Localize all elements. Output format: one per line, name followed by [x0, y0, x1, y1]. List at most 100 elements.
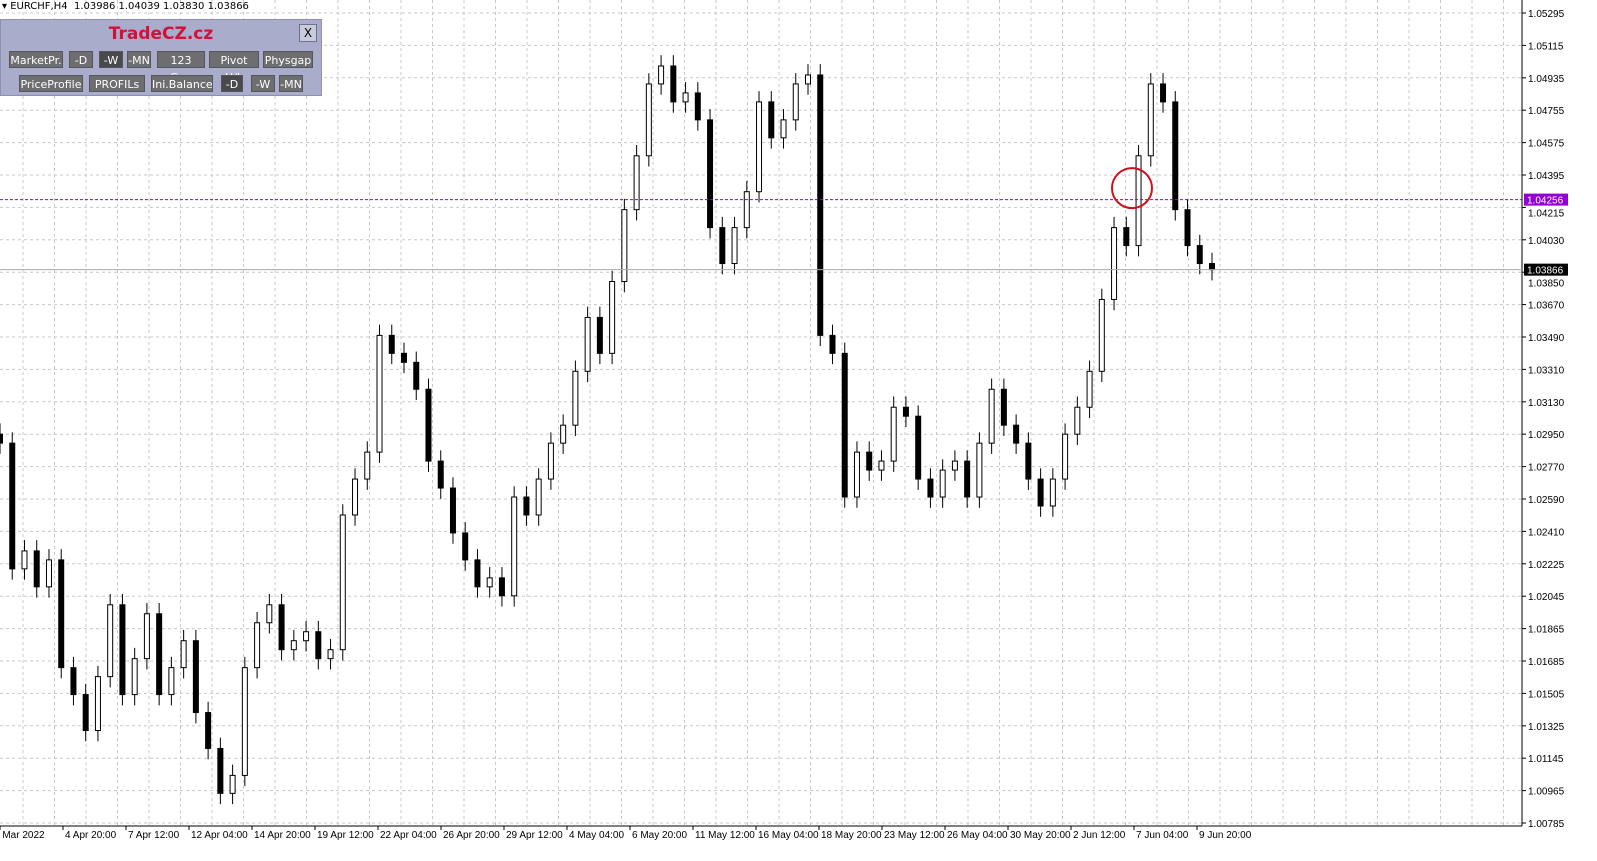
candle-bear: [1172, 101, 1179, 211]
y-tick-label: 1.00785: [1528, 819, 1565, 830]
candle-bull: [743, 191, 750, 229]
panel-button-row2-5[interactable]: -MN: [279, 75, 303, 92]
candle-bull: [939, 469, 946, 498]
candle-bear: [9, 442, 16, 570]
x-tick-label: 4 Apr 20:00: [65, 830, 117, 841]
annotation-circle: [1111, 167, 1153, 210]
candle-bear: [670, 65, 677, 103]
bid-price-tag: [1524, 263, 1568, 276]
x-tick-label: 1 Mar 2022: [0, 830, 45, 841]
candle-bull: [547, 442, 554, 480]
panel-title: TradeCZ.cz: [108, 24, 214, 44]
y-tick-label: 1.03850: [1528, 279, 1565, 290]
candle-bear: [829, 334, 836, 354]
candle-bear: [58, 559, 65, 669]
y-tick-label: 1.03130: [1528, 398, 1565, 409]
panel-button-row1-5[interactable]: Pivot H/L: [209, 51, 259, 84]
panel-button-row1-1[interactable]: -D: [69, 51, 93, 68]
y-tick-label: 1.00965: [1528, 787, 1565, 798]
y-tick-label: 1.04395: [1528, 171, 1565, 182]
panel-button-row1-3[interactable]: -MN: [127, 51, 151, 68]
symbol-label: EURCHF,H4: [10, 1, 68, 12]
panel-button-row1-2[interactable]: -W: [99, 51, 123, 68]
candle-bull: [756, 101, 763, 193]
y-tick-label: 1.04755: [1528, 106, 1565, 117]
candle-bull: [780, 119, 787, 139]
candle-bull: [633, 155, 640, 211]
candle-bear: [817, 74, 824, 336]
candle-bear: [1160, 83, 1167, 103]
x-tick-label: 4 May 04:00: [569, 830, 624, 841]
marker-price-label: 1.04256: [1527, 196, 1564, 207]
candle-bear: [119, 604, 126, 696]
panel-button-row2-3[interactable]: -D: [221, 75, 243, 92]
y-tick-label: 1.03670: [1528, 301, 1565, 312]
candle-bull: [1062, 433, 1069, 480]
x-tick-label: 12 Apr 04:00: [191, 830, 248, 841]
candle-bull: [364, 451, 371, 480]
x-tick-label: 18 May 20:00: [821, 830, 882, 841]
candle-bull: [805, 74, 811, 85]
panel-button-row2-0[interactable]: PriceProfile: [19, 75, 83, 92]
candle-bull: [94, 676, 101, 732]
candle-bear: [1037, 478, 1044, 507]
x-tick-label: 14 Apr 20:00: [254, 830, 311, 841]
candle-bull: [45, 559, 52, 588]
candle-bear: [694, 92, 701, 121]
candle-bear: [1184, 209, 1191, 247]
candle-bull: [853, 451, 860, 498]
candle-bull: [1147, 83, 1154, 157]
panel-button-row1-6[interactable]: Physgap: [263, 51, 313, 68]
candle-bear: [964, 460, 971, 498]
y-tick-label: 1.05115: [1528, 41, 1564, 52]
candle-bear: [841, 352, 848, 498]
candle-bear: [437, 460, 444, 489]
x-tick-label: 23 May 12:00: [884, 830, 945, 841]
panel-button-row2-1[interactable]: PROFILs: [89, 75, 145, 92]
y-tick-label: 1.02590: [1528, 495, 1565, 506]
candle-bull: [731, 227, 738, 265]
candle-bear: [0, 433, 3, 444]
candle-bull: [339, 514, 346, 651]
y-tick-label: 1.01145: [1528, 754, 1564, 765]
x-tick-label: 26 May 04:00: [947, 830, 1008, 841]
candle-bear: [82, 694, 89, 732]
candle-bull: [376, 334, 383, 453]
x-tick-label: 9 Jun 20:00: [1199, 830, 1252, 841]
candle-bear: [1196, 245, 1203, 265]
candle-bull: [1074, 406, 1081, 435]
candle-bull: [890, 406, 897, 462]
panel-button-row2-4[interactable]: -W: [251, 75, 275, 92]
candle-bull: [1086, 370, 1093, 408]
candle-bull: [21, 550, 28, 570]
x-tick-label: 11 May 12:00: [695, 830, 755, 841]
panel-button-row2-2[interactable]: Ini.Balance: [151, 75, 213, 92]
y-tick-label: 1.02950: [1528, 430, 1565, 441]
panel-button-row1-4[interactable]: 123 Gap: [157, 51, 205, 84]
candle-bull: [290, 640, 297, 651]
candle-bull: [131, 658, 138, 696]
candle-bull: [621, 209, 628, 283]
candle-bull: [878, 460, 885, 471]
x-tick-label: 7 Apr 12:00: [128, 830, 180, 841]
candle-bear: [523, 496, 530, 516]
candle-bear: [462, 532, 469, 561]
candle-bull: [535, 478, 542, 516]
candle-bull: [486, 577, 493, 588]
candle-bull: [180, 640, 187, 669]
candle-bear: [474, 559, 481, 588]
candle-bull: [241, 667, 248, 776]
panel-button-row1-0[interactable]: MarketPr.: [9, 51, 63, 68]
candle-bull: [988, 388, 995, 444]
candle-bull: [511, 496, 518, 597]
candle-bull: [327, 649, 334, 660]
candle-bear: [217, 747, 224, 794]
ohlc-label: 1.03986 1.04039 1.03830 1.03866: [73, 1, 249, 12]
y-tick-label: 1.01685: [1528, 657, 1565, 668]
candle-bull: [584, 316, 591, 372]
close-button[interactable]: X: [299, 24, 317, 42]
y-tick-label: 1.01865: [1528, 625, 1565, 636]
candle-bear: [927, 478, 934, 498]
